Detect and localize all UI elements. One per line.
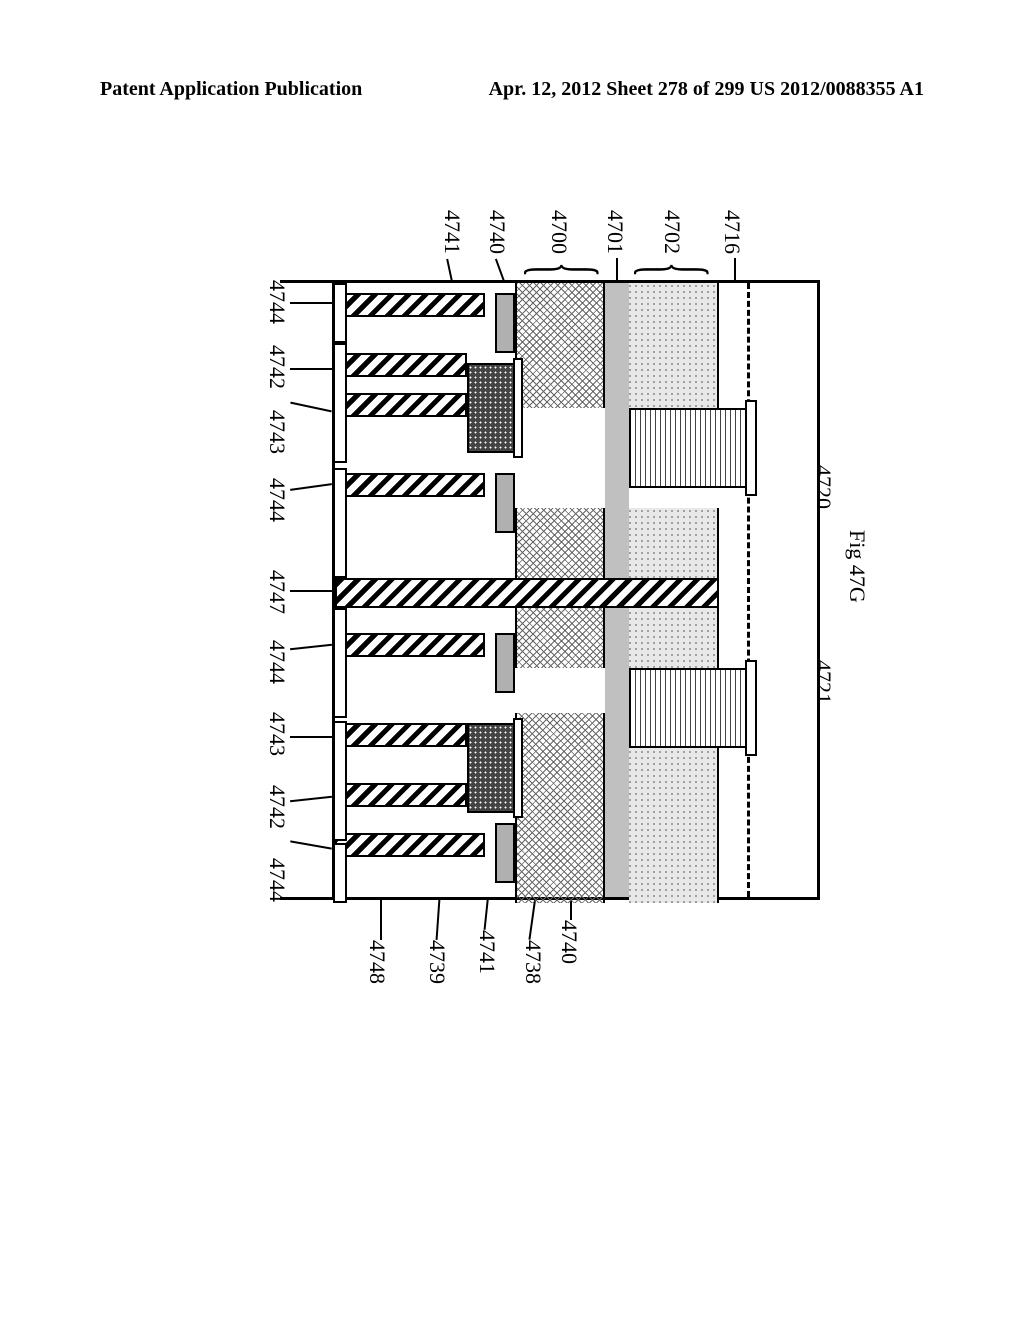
oxide-4740-2: [495, 473, 515, 533]
label-4716: 4716: [719, 210, 745, 254]
lbl-b-4743-2: 4743: [264, 712, 290, 756]
contact-4743-1: [335, 393, 467, 417]
oxide-4740-1: [495, 293, 515, 353]
label-4740-r: 4740: [556, 920, 582, 964]
contact-4744-1: [335, 293, 485, 317]
contact-4742-1: [335, 353, 467, 377]
lbl-b-4742-2: 4742: [264, 785, 290, 829]
header-left: Patent Application Publication: [100, 78, 362, 101]
block-4704-1: [629, 408, 747, 488]
plate-4748-4: [333, 608, 347, 718]
block-4700-1: [515, 283, 605, 408]
lbl-b-4743-1: 4743: [264, 410, 290, 454]
plate-4748-5: [333, 721, 347, 841]
lbl-b-4742-1: 4742: [264, 345, 290, 389]
oxide-4740-4: [495, 823, 515, 883]
plate-4748-1: [333, 283, 347, 343]
contact-4744-2: [335, 473, 485, 497]
leadv-b1: [290, 302, 332, 304]
block-4704-2: [629, 668, 747, 748]
block-4702-1: [629, 283, 719, 408]
figure-rotated-container: Fig 47G 4720 4721 4716 { 4702 4701 { 470…: [140, 240, 860, 940]
brace-4700: {: [520, 262, 610, 277]
leader-4716: [734, 258, 736, 282]
lbl-b-4744-2: 4744: [264, 478, 290, 522]
contact-4743-2: [335, 723, 467, 747]
lbl-b-4747: 4747: [264, 570, 290, 614]
contact-4744-4: [335, 833, 485, 857]
oxide-4740-3: [495, 633, 515, 693]
gate-4741-2: [467, 723, 515, 813]
contact-4744-3: [335, 633, 485, 657]
cross-section-diagram: [280, 280, 820, 900]
plate-4748-3: [333, 468, 347, 578]
brace-4702: {: [630, 262, 720, 277]
leader-4701: [616, 258, 618, 282]
figure-title: Fig 47G: [844, 530, 870, 603]
lbl-b-4744-3: 4744: [264, 640, 290, 684]
label-4740-left: 4740: [484, 210, 510, 254]
label-4739: 4739: [424, 940, 450, 984]
label-4741-left: 4741: [439, 210, 465, 254]
contact-4742-2: [335, 783, 467, 807]
diagram-bottom-border: [332, 283, 335, 897]
pillar-4747: [335, 578, 719, 608]
layer-4716-top: [747, 283, 817, 897]
layer-cap-space: [719, 283, 747, 897]
label-4738: 4738: [520, 940, 546, 984]
label-4700: 4700: [546, 210, 572, 254]
label-4741-r: 4741: [474, 930, 500, 974]
leadv-b7: [290, 736, 332, 738]
label-4701: 4701: [602, 210, 628, 254]
leadv-b2: [290, 368, 332, 370]
plate-4748-2: [333, 343, 347, 463]
gate-4741-1: [467, 363, 515, 453]
lbl-b-4744-1: 4744: [264, 280, 290, 324]
plate-4748-6: [333, 843, 347, 903]
block-4700-3: [515, 713, 605, 903]
leadv-b5: [290, 590, 332, 592]
lbl-b-4744-4: 4744: [264, 858, 290, 902]
header-right: Apr. 12, 2012 Sheet 278 of 299 US 2012/0…: [489, 78, 924, 101]
label-4748: 4748: [364, 940, 390, 984]
label-4702: 4702: [659, 210, 685, 254]
